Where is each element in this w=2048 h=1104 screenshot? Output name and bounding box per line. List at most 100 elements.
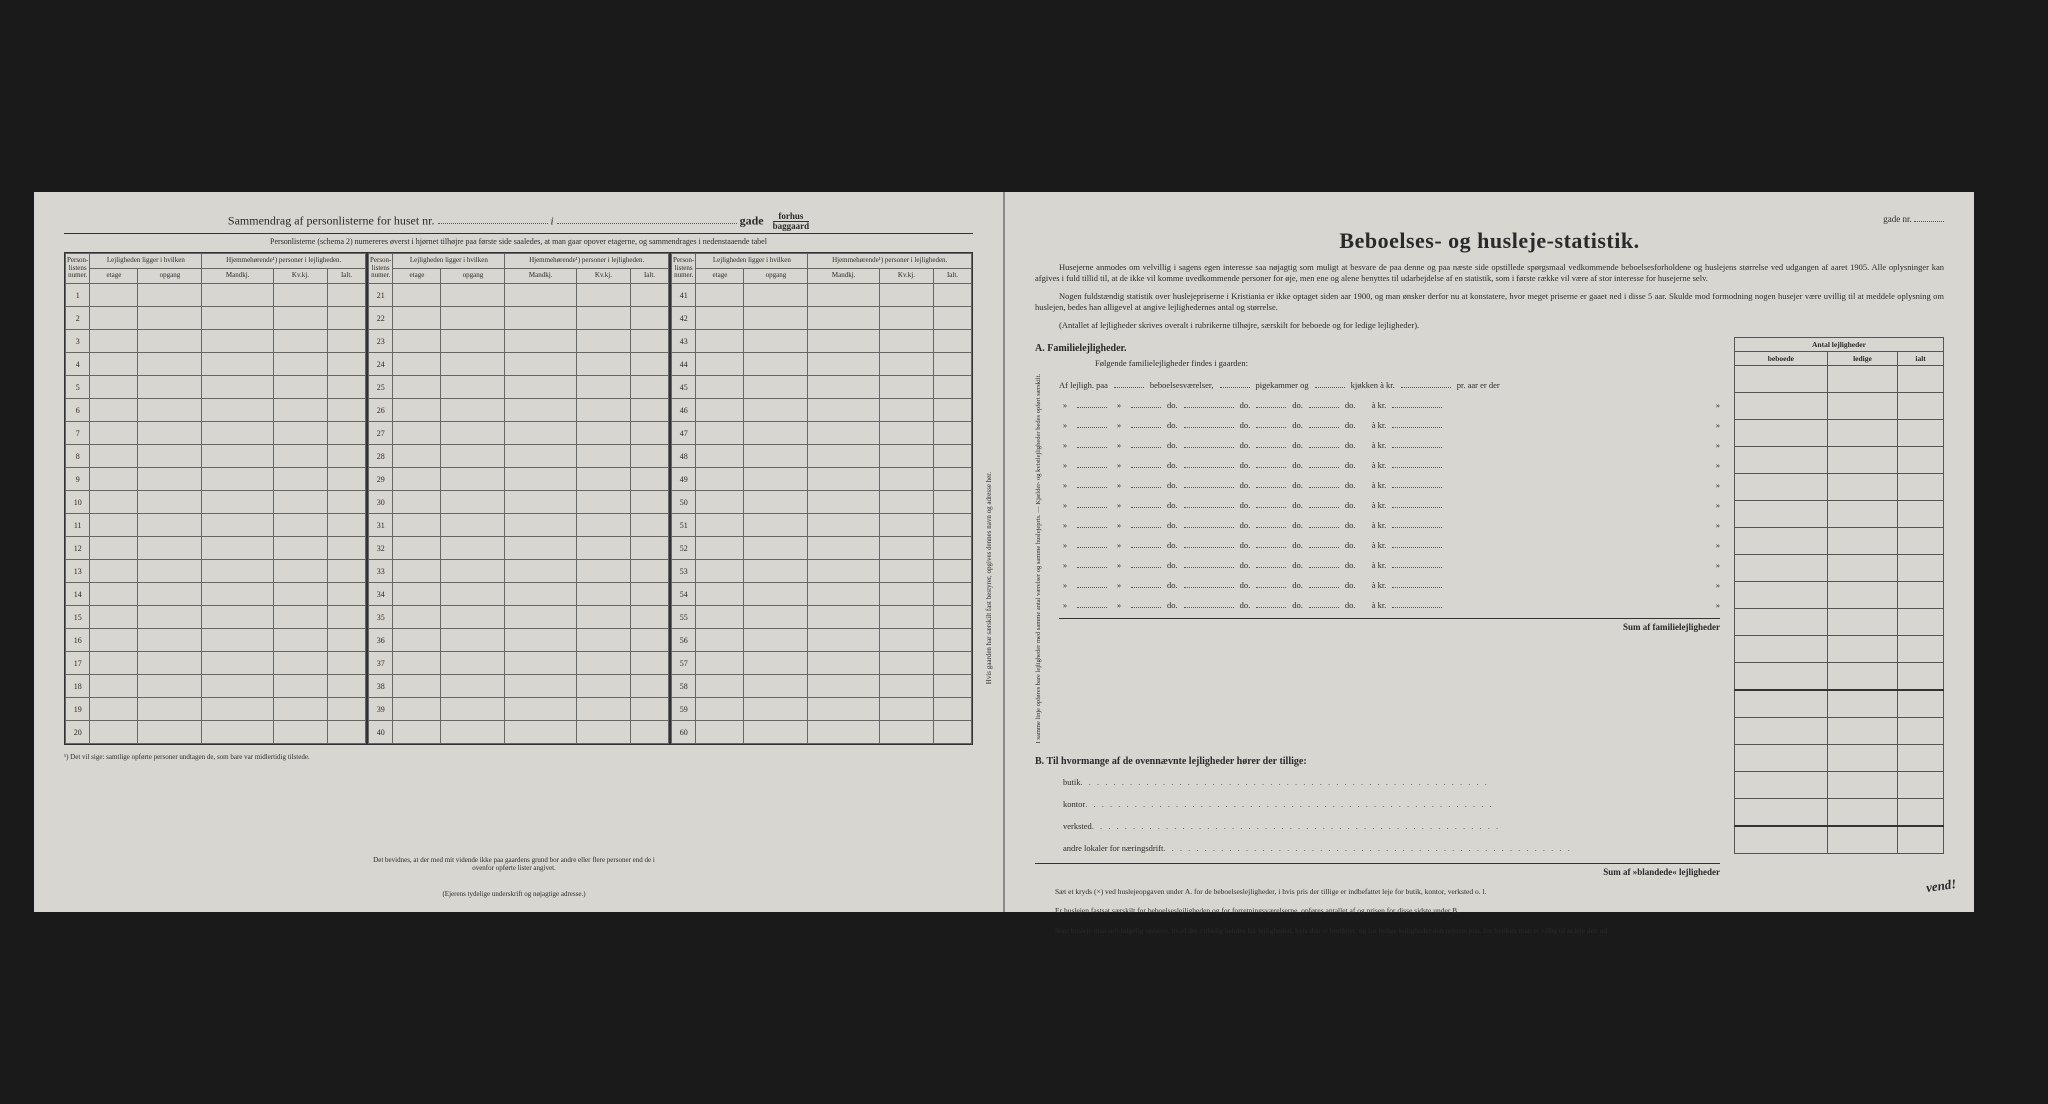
foot-2: Er huslejen fastsat særskilt for beboels… bbox=[1035, 906, 1944, 916]
right-page: gade nr. Beboelses- og husleje-statistik… bbox=[1004, 192, 1974, 912]
table-row: 11 bbox=[66, 514, 366, 537]
table-row: 14 bbox=[66, 583, 366, 606]
table-row: 49 bbox=[672, 468, 972, 491]
document-spread: Sammendrag af personlisterne for huset n… bbox=[14, 162, 2034, 942]
side-row bbox=[1735, 501, 1944, 528]
pige-label: pigekammer og bbox=[1256, 380, 1309, 390]
side-row bbox=[1735, 718, 1944, 745]
para-3: (Antallet af lejligheder skrives overalt… bbox=[1035, 320, 1944, 331]
table-row: 54 bbox=[672, 583, 972, 606]
side-row bbox=[1735, 420, 1944, 447]
table-block-1: Person-listens numer.Lejligheden ligger … bbox=[64, 252, 367, 745]
table-row: 4 bbox=[66, 353, 366, 376]
table-row: 58 bbox=[672, 675, 972, 698]
para-2: Nogen fuldstændig statistik over husleje… bbox=[1035, 291, 1944, 314]
family-row: »»do.do.do.do. à kr.» bbox=[1059, 534, 1720, 554]
table-row: 59 bbox=[672, 698, 972, 721]
right-body: A. Familielejligheder. Følgende familiel… bbox=[1035, 337, 1944, 876]
table-row: 21 bbox=[369, 284, 669, 307]
header-gade: gade bbox=[740, 213, 764, 227]
para-1: Husejerne anmodes om velvillig i sagens … bbox=[1035, 262, 1944, 285]
section-a-label: A. Familielejligheder. bbox=[1035, 343, 1720, 354]
triple-table: Person-listens numer.Lejligheden ligger … bbox=[64, 252, 973, 745]
table-row: 56 bbox=[672, 629, 972, 652]
side-table: Antal lejligheder beboede ledige ialt bbox=[1734, 337, 1944, 854]
table-row: 6 bbox=[66, 399, 366, 422]
table-row: 47 bbox=[672, 422, 972, 445]
family-row: »»do.do.do.do. à kr.» bbox=[1059, 594, 1720, 614]
table-row: 50 bbox=[672, 491, 972, 514]
side-row bbox=[1735, 799, 1944, 827]
side-row bbox=[1735, 528, 1944, 555]
table-row: 19 bbox=[66, 698, 366, 721]
table-row: 51 bbox=[672, 514, 972, 537]
table-row: 24 bbox=[369, 353, 669, 376]
b-rows: butikkontorverkstedandre lokaler for nær… bbox=[1063, 771, 1720, 859]
left-page: Sammendrag af personlisterne for huset n… bbox=[34, 192, 1004, 912]
table-row: 13 bbox=[66, 560, 366, 583]
table-row: 2 bbox=[66, 307, 366, 330]
right-side: Antal lejligheder beboede ledige ialt bbox=[1734, 337, 1944, 876]
table-row: 9 bbox=[66, 468, 366, 491]
table-row: 44 bbox=[672, 353, 972, 376]
table-row: 32 bbox=[369, 537, 669, 560]
table-row: 55 bbox=[672, 606, 972, 629]
header-baggaard: baggaard bbox=[773, 221, 810, 231]
foot-3: Som husleje maa selvfølgelig opføres, hv… bbox=[1035, 926, 1944, 936]
table-row: 36 bbox=[369, 629, 669, 652]
table-row: 27 bbox=[369, 422, 669, 445]
table-row: 22 bbox=[369, 307, 669, 330]
section-a-sub: Følgende familielejligheder findes i gaa… bbox=[1095, 358, 1720, 368]
table-row: 28 bbox=[369, 445, 669, 468]
table-row: 46 bbox=[672, 399, 972, 422]
beb-label: beboelsesværelser, bbox=[1150, 380, 1214, 390]
b-item: butik bbox=[1063, 771, 1720, 793]
right-main: A. Familielejligheder. Følgende familiel… bbox=[1035, 337, 1720, 876]
table-row: 40 bbox=[369, 721, 669, 744]
table-row: 5 bbox=[66, 376, 366, 399]
table-row: 33 bbox=[369, 560, 669, 583]
footnote: ¹) Det vil sige: samtlige opførte person… bbox=[64, 753, 973, 761]
family-row: »»do.do.do.do. à kr.» bbox=[1059, 434, 1720, 454]
table-row: 31 bbox=[369, 514, 669, 537]
table-row: 18 bbox=[66, 675, 366, 698]
table-row: 3 bbox=[66, 330, 366, 353]
praar-label: pr. aar er der bbox=[1457, 380, 1500, 390]
family-row: »»do.do.do.do. à kr.» bbox=[1059, 474, 1720, 494]
foot-1: Sæt et kryds (×) ved huslejeopgaven unde… bbox=[1035, 887, 1944, 897]
witness-text: Det bevidnes, at der med mit vidende ikk… bbox=[364, 856, 664, 872]
table-row: 29 bbox=[369, 468, 669, 491]
table-block-3: Person-listens numer.Lejligheden ligger … bbox=[670, 252, 973, 745]
table-row: 39 bbox=[369, 698, 669, 721]
table-row: 12 bbox=[66, 537, 366, 560]
side-row bbox=[1735, 609, 1944, 636]
table-row: 26 bbox=[369, 399, 669, 422]
table-row: 38 bbox=[369, 675, 669, 698]
table-row: 20 bbox=[66, 721, 366, 744]
table-row: 37 bbox=[369, 652, 669, 675]
b-item: verksted bbox=[1063, 815, 1720, 837]
vertical-note: Hvis gaarden har særskilt fast bestyrer,… bbox=[985, 472, 993, 684]
family-row: »»do.do.do.do. à kr.» bbox=[1059, 554, 1720, 574]
family-rotated-note: I samme linje opføres bare lejligheder m… bbox=[1035, 374, 1053, 743]
family-row: »»do.do.do.do. à kr.» bbox=[1059, 454, 1720, 474]
table-row: 57 bbox=[672, 652, 972, 675]
family-row: »»do.do.do.do. à kr.» bbox=[1059, 514, 1720, 534]
table-row: 16 bbox=[66, 629, 366, 652]
family-row-first: Af lejligh. paa beboelsesværelser, pigek… bbox=[1059, 374, 1720, 394]
side-sum-row bbox=[1735, 690, 1944, 718]
table-row: 34 bbox=[369, 583, 669, 606]
header-forhus: forhus bbox=[778, 211, 803, 221]
family-row: »»do.do.do.do. à kr.» bbox=[1059, 574, 1720, 594]
table-row: 35 bbox=[369, 606, 669, 629]
family-row: »»do.do.do.do. à kr.» bbox=[1059, 394, 1720, 414]
table-row: 17 bbox=[66, 652, 366, 675]
table-row: 15 bbox=[66, 606, 366, 629]
side-row bbox=[1735, 555, 1944, 582]
side-col-ledige: ledige bbox=[1827, 352, 1897, 366]
table-row: 10 bbox=[66, 491, 366, 514]
side-row bbox=[1735, 636, 1944, 663]
table-row: 30 bbox=[369, 491, 669, 514]
table-row: 53 bbox=[672, 560, 972, 583]
family-row: »»do.do.do.do. à kr.» bbox=[1059, 494, 1720, 514]
